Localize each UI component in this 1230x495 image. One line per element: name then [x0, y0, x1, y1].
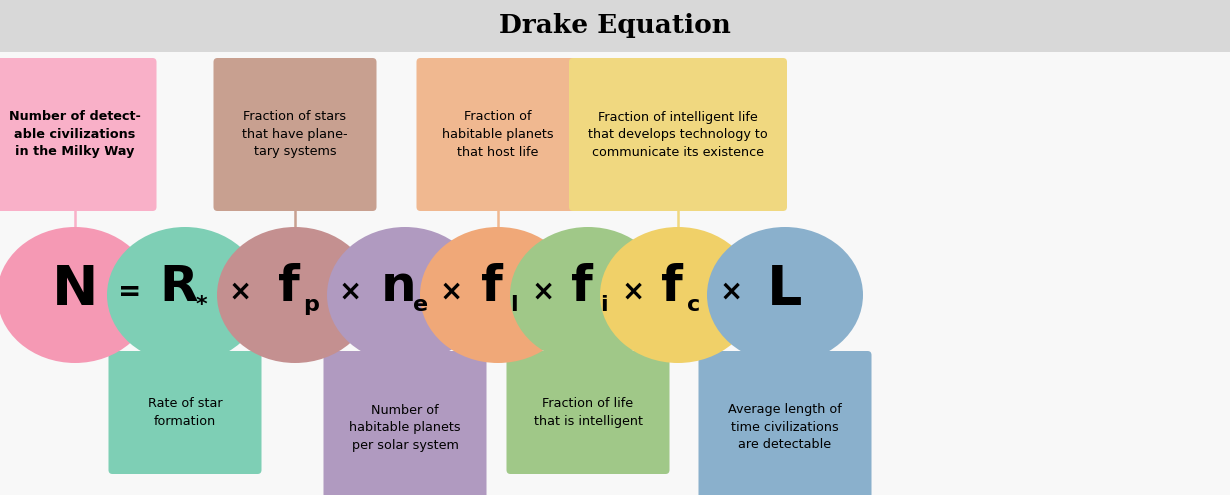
Text: Number of
habitable planets
per solar system: Number of habitable planets per solar sy… — [349, 403, 461, 451]
Text: ×: × — [338, 278, 362, 306]
Text: ×: × — [531, 278, 555, 306]
Text: Number of detect-
able civilizations
in the Milky Way: Number of detect- able civilizations in … — [9, 110, 141, 158]
Ellipse shape — [327, 227, 483, 363]
Text: e: e — [413, 295, 428, 315]
FancyBboxPatch shape — [417, 58, 579, 211]
Text: ×: × — [720, 278, 743, 306]
Ellipse shape — [107, 227, 263, 363]
FancyBboxPatch shape — [699, 351, 872, 495]
Text: *: * — [196, 295, 207, 315]
Text: ×: × — [621, 278, 645, 306]
Text: L: L — [768, 263, 803, 317]
Text: l: l — [510, 295, 518, 315]
FancyBboxPatch shape — [569, 58, 787, 211]
Text: Average length of
time civilizations
are detectable: Average length of time civilizations are… — [728, 403, 841, 451]
Text: ×: × — [229, 278, 252, 306]
Text: f: f — [278, 263, 300, 311]
Ellipse shape — [216, 227, 373, 363]
Text: Fraction of stars
that have plane-
tary systems: Fraction of stars that have plane- tary … — [242, 110, 348, 158]
Text: i: i — [600, 295, 608, 315]
Text: Fraction of life
that is intelligent: Fraction of life that is intelligent — [534, 397, 642, 428]
Text: Drake Equation: Drake Equation — [499, 13, 731, 39]
Text: Fraction of
habitable planets
that host life: Fraction of habitable planets that host … — [443, 110, 554, 158]
FancyBboxPatch shape — [507, 351, 669, 474]
Text: p: p — [303, 295, 319, 315]
FancyBboxPatch shape — [214, 58, 376, 211]
Text: =: = — [118, 278, 141, 306]
Ellipse shape — [0, 227, 153, 363]
Text: ×: × — [440, 278, 464, 306]
Ellipse shape — [600, 227, 756, 363]
Text: Rate of star
formation: Rate of star formation — [148, 397, 223, 428]
Text: N: N — [52, 263, 98, 317]
FancyBboxPatch shape — [0, 0, 1230, 52]
Text: f: f — [481, 263, 503, 311]
FancyBboxPatch shape — [323, 351, 487, 495]
Ellipse shape — [510, 227, 665, 363]
FancyBboxPatch shape — [0, 58, 156, 211]
Text: f: f — [661, 263, 683, 311]
Text: Fraction of intelligent life
that develops technology to
communicate its existen: Fraction of intelligent life that develo… — [588, 110, 768, 158]
Ellipse shape — [707, 227, 863, 363]
Text: R: R — [160, 263, 198, 311]
Ellipse shape — [419, 227, 576, 363]
Text: f: f — [571, 263, 593, 311]
Text: n: n — [381, 263, 417, 311]
FancyBboxPatch shape — [0, 52, 1230, 495]
Text: c: c — [688, 295, 701, 315]
FancyBboxPatch shape — [108, 351, 262, 474]
